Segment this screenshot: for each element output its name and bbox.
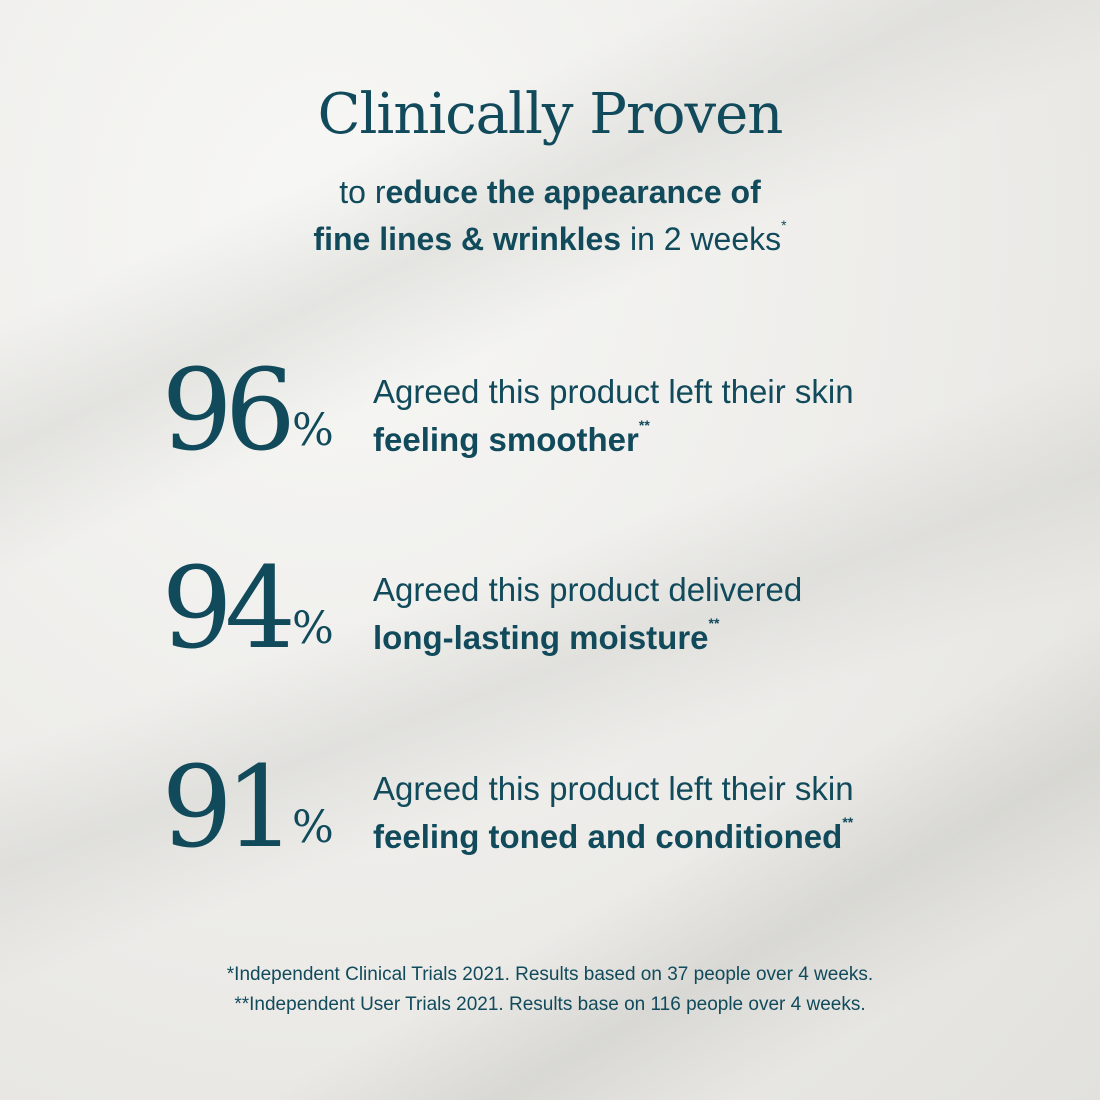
footnote-clinical: *Independent Clinical Trials 2021. Resul… xyxy=(226,964,874,985)
stat-text: Agreed this product left their skin xyxy=(373,770,854,807)
stat-highlight: long-lasting moisture** xyxy=(373,615,719,657)
stat-smoother: 96 % Agreed this product left their skin… xyxy=(0,355,1100,475)
stat-text: Agreed this product left their skin xyxy=(373,373,854,410)
stat-unit: % xyxy=(292,802,334,853)
stat-value: 96 xyxy=(161,346,295,476)
stat-highlight: feeling toned and conditioned** xyxy=(373,814,853,856)
subtitle-line-1: to reduce the appearance of xyxy=(0,174,1100,211)
stat-highlight-text: feeling smoother xyxy=(373,421,639,458)
stat-unit: % xyxy=(292,603,334,654)
stat-value: 91 xyxy=(161,743,295,873)
stat-toned: 91 % Agreed this product left their skin… xyxy=(0,752,1100,872)
subtitle-bold: educe the appearance of xyxy=(385,174,761,210)
stat-highlight-text: feeling toned and conditioned xyxy=(373,818,843,855)
headline: Clinically Proven xyxy=(317,82,784,147)
stat-value: 94 xyxy=(161,544,295,674)
stat-moisture: 94 % Agreed this product delivered long-… xyxy=(0,553,1100,673)
stat-text: Agreed this product delivered xyxy=(373,571,803,608)
stat-unit: % xyxy=(292,405,334,456)
stat-highlight-text: long-lasting moisture xyxy=(373,619,709,656)
subtitle-bold: fine lines & wrinkles xyxy=(313,221,622,257)
subtitle-line-2: fine lines & wrinkles in 2 weeks* xyxy=(0,217,1100,258)
footnote-mark: ** xyxy=(638,417,650,433)
footnote-user: **Independent User Trials 2021. Results … xyxy=(234,994,866,1015)
subtitle-regular: to r xyxy=(339,174,386,210)
footnote-mark: ** xyxy=(842,814,854,830)
subtitle-regular: in 2 weeks xyxy=(621,221,782,257)
footnote-mark: ** xyxy=(708,615,720,631)
footnote-mark: * xyxy=(781,217,787,233)
stat-highlight: feeling smoother** xyxy=(373,417,650,459)
